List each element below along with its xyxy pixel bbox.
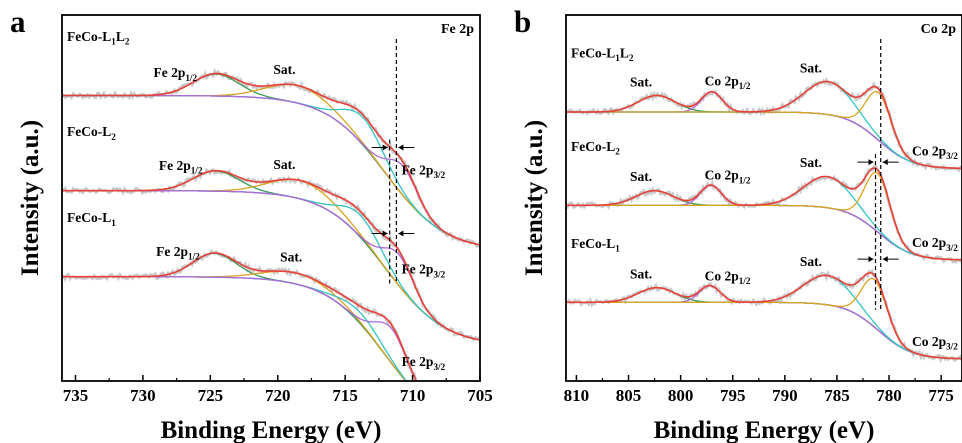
- spectrum-stack: [566, 268, 962, 364]
- fit-envelope-line: [566, 80, 962, 170]
- x-tick-label: 785: [824, 386, 850, 405]
- spectrum-stack: [62, 167, 480, 342]
- peak-label: Fe 2p1/2: [153, 65, 197, 83]
- peak-label: Sat.: [273, 62, 295, 77]
- panel-letter: a: [10, 4, 26, 39]
- panel-b-co-2p: FeCo-L1L2 Sat. Co 2p1/2 Sat. Co 2p3/2 FeCo-L2…: [514, 4, 962, 443]
- peak-label: Fe 2p1/2: [159, 158, 203, 176]
- peak-label: Co 2p3/2: [912, 235, 958, 253]
- x-tick-label: 715: [332, 386, 358, 405]
- x-tick-label: 800: [668, 386, 694, 405]
- peak-label: Fe 2p3/2: [402, 162, 446, 180]
- peak-label: Fe 2p3/2: [402, 262, 446, 280]
- x-axis-label: Binding Energy (eV): [161, 417, 382, 443]
- background-line: [566, 204, 962, 261]
- peak-label: Sat.: [800, 254, 822, 269]
- plot-area: [566, 76, 962, 364]
- sample-label: FeCo-L1: [67, 210, 116, 228]
- fit-component-line: [566, 184, 962, 261]
- corner-label: Fe 2p: [441, 22, 474, 37]
- sample-label: FeCo-L1: [571, 236, 620, 254]
- x-tick-label: 720: [265, 386, 291, 405]
- x-tick-label: 805: [616, 386, 642, 405]
- sample-label: FeCo-L1L2: [67, 29, 130, 47]
- sample-label: FeCo-L1L2: [571, 45, 634, 63]
- sample-label: FeCo-L2: [571, 139, 620, 157]
- panel-a-fe-2p: FeCo-L1L2 Fe 2p1/2 Sat. Fe 2p3/2 FeCo-L2 Fe 2…: [10, 4, 493, 443]
- peak-label: Fe 2p1/2: [156, 244, 200, 262]
- x-tick-label: 725: [198, 386, 224, 405]
- x-tick-label: 710: [400, 386, 426, 405]
- raw-data-trace: [566, 76, 962, 173]
- raw-data-trace: [566, 163, 962, 264]
- peak-label: Sat.: [280, 249, 302, 264]
- spectrum-stack: [62, 248, 418, 381]
- fit-component-line: [566, 80, 962, 169]
- fit-component-line: [566, 90, 962, 169]
- fit-component-line: [566, 171, 962, 261]
- x-tick-label: 780: [876, 386, 902, 405]
- peak-label: Sat.: [630, 267, 652, 282]
- peak-label: Co 2p1/2: [705, 168, 751, 186]
- peak-label: Sat.: [630, 169, 652, 184]
- x-tick-label: 775: [928, 386, 954, 405]
- y-axis-label: Intensity (a.u.): [521, 120, 548, 276]
- shift-arrows: [371, 230, 415, 237]
- peak-label: Co 2p1/2: [705, 73, 751, 91]
- fit-envelope-line: [62, 169, 480, 341]
- spectrum-stack: [566, 163, 962, 264]
- peak-label: Sat.: [273, 157, 295, 172]
- fit-component-line: [62, 178, 480, 341]
- x-tick-label: 795: [720, 386, 746, 405]
- peak-label: Co 2p3/2: [912, 143, 958, 161]
- fit-component-line: [566, 91, 962, 169]
- fit-envelope-line: [566, 167, 962, 261]
- peak-label: Sat.: [800, 61, 822, 76]
- fit-envelope-line: [62, 72, 480, 246]
- plot-area: [62, 67, 480, 381]
- fit-component-line: [62, 276, 408, 381]
- x-tick-label: 730: [130, 386, 156, 405]
- background-line: [62, 276, 407, 381]
- background-line: [566, 111, 962, 169]
- x-tick-label: 790: [772, 386, 798, 405]
- spectrum-stack: [62, 67, 480, 248]
- plot-frame: [565, 14, 962, 382]
- x-tick-label: 735: [63, 386, 89, 405]
- x-tick-label: 810: [564, 386, 590, 405]
- background-line: [566, 301, 962, 360]
- panel-letter: b: [514, 4, 531, 39]
- x-tick-label: 705: [467, 386, 493, 405]
- fit-component-line: [62, 73, 480, 246]
- peak-label: Co 2p3/2: [912, 334, 958, 352]
- peak-label: Fe 2p3/2: [402, 354, 446, 372]
- fit-envelope-line: [62, 252, 418, 381]
- fit-component-line: [62, 276, 417, 381]
- shift-arrows: [857, 159, 899, 166]
- fit-envelope-line: [566, 271, 962, 360]
- peak-label: Sat.: [630, 75, 652, 90]
- shift-arrows: [857, 256, 899, 263]
- peak-label: Co 2p1/2: [705, 268, 751, 286]
- sample-label: FeCo-L2: [67, 124, 116, 142]
- x-axis-label: Binding Energy (eV): [654, 417, 875, 443]
- y-axis-label: Intensity (a.u.): [17, 120, 44, 276]
- peak-label: Sat.: [800, 155, 822, 170]
- shift-arrows: [371, 144, 415, 151]
- corner-label: Co 2p: [921, 22, 957, 37]
- plot-frame: [61, 14, 481, 382]
- raw-data-trace: [566, 268, 962, 364]
- fit-component-line: [566, 175, 962, 261]
- spectrum-stack: [566, 76, 962, 173]
